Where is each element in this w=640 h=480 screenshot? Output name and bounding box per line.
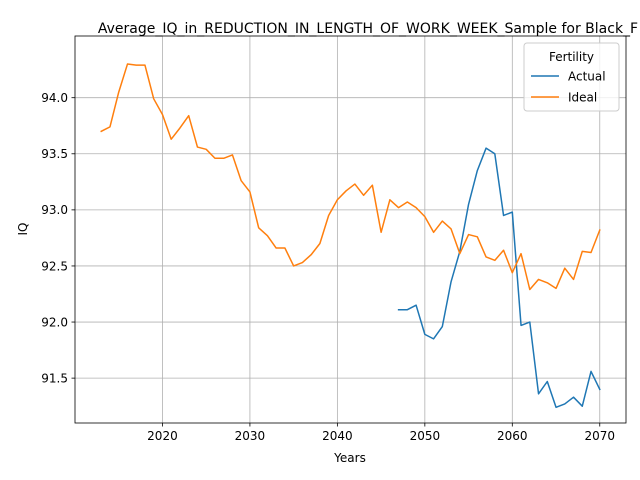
y-tick-label: 93.0 bbox=[41, 203, 68, 217]
series-lines bbox=[100, 63, 601, 409]
series-line-actual bbox=[397, 147, 601, 409]
x-axis-ticks: 2020 2030 2040 2050 2060 2070 bbox=[147, 423, 615, 443]
legend-box bbox=[523, 42, 620, 112]
x-tick-label: 2070 bbox=[584, 429, 615, 443]
legend-label-actual: Actual bbox=[568, 70, 606, 84]
y-tick-label: 91.5 bbox=[41, 371, 68, 385]
legend-title: Fertility bbox=[549, 50, 594, 64]
chart-title: Average_IQ_in_REDUCTION_IN_LENGTH_OF_WOR… bbox=[98, 21, 638, 37]
y-tick-label: 94.0 bbox=[41, 91, 68, 105]
y-axis-label: IQ bbox=[16, 223, 30, 236]
y-tick-label: 92.0 bbox=[41, 315, 68, 329]
plot-frame bbox=[74, 35, 627, 424]
legend-label-ideal: Ideal bbox=[568, 91, 597, 105]
x-tick-label: 2020 bbox=[147, 429, 178, 443]
x-tick-label: 2060 bbox=[497, 429, 528, 443]
x-tick-label: 2030 bbox=[235, 429, 266, 443]
series-line-ideal bbox=[100, 63, 601, 291]
legend: Fertility Actual Ideal bbox=[523, 42, 620, 112]
y-tick-label: 93.5 bbox=[41, 147, 68, 161]
y-axis-ticks: 91.5 92.0 92.5 93.0 93.5 94.0 bbox=[41, 91, 75, 385]
x-tick-label: 2050 bbox=[410, 429, 441, 443]
x-axis-label: Years bbox=[333, 451, 366, 465]
x-tick-label: 2040 bbox=[322, 429, 353, 443]
y-tick-label: 92.5 bbox=[41, 259, 68, 273]
